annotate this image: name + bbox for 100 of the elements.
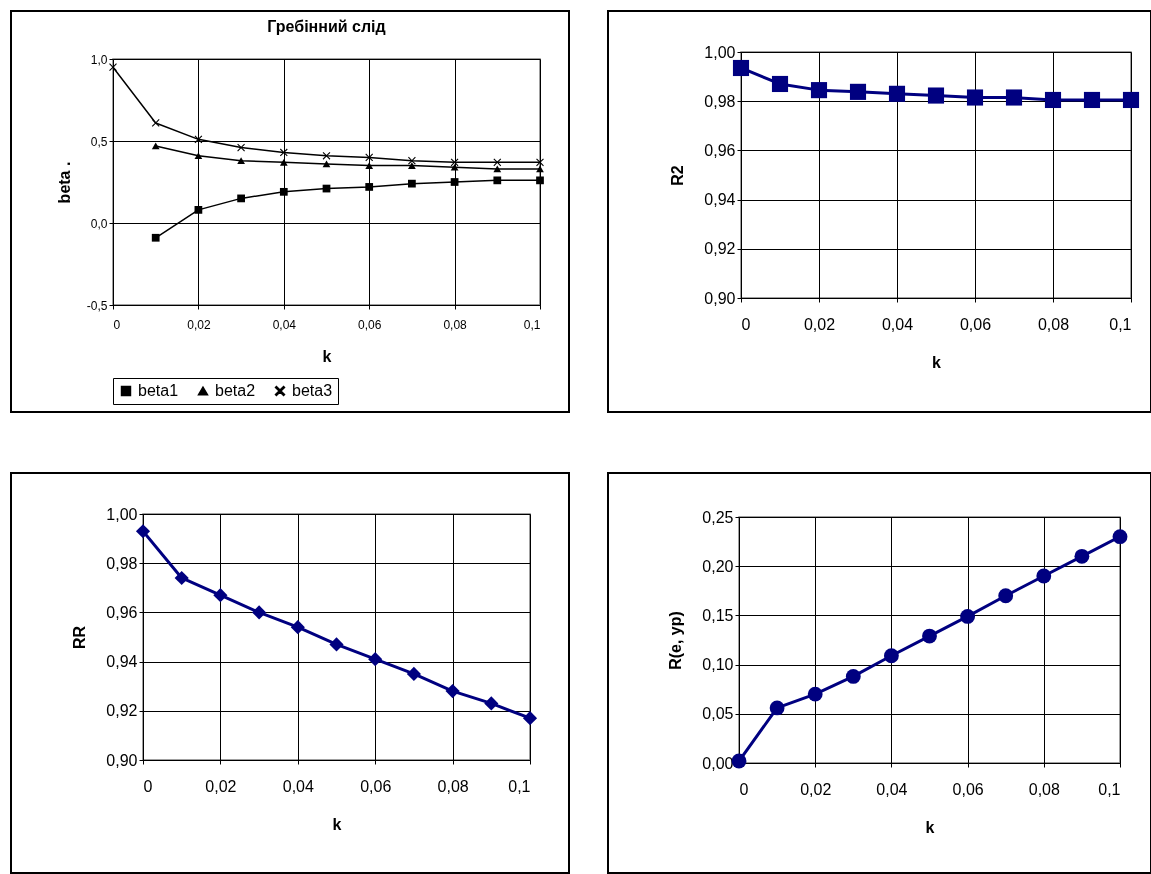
point [237,194,245,203]
point [194,152,203,160]
y-tick-label: 0,05 [702,705,734,723]
point [883,648,899,664]
y-tick-label: 0,92 [106,702,138,720]
point [322,160,331,168]
y-tick-label: 0,96 [704,141,736,159]
x-tick-label: 0,04 [282,777,314,795]
y-axis-title: beta . [55,161,73,204]
y-tick-label: 0,00 [702,754,734,772]
y-tick-label: 0,98 [106,554,138,572]
y-tick-label: 0,94 [704,191,736,209]
y-tick-label: 0,92 [704,240,736,258]
y-tick-label: 0,10 [702,656,734,674]
y-tick-label: 0,90 [704,289,736,307]
point [484,696,499,711]
point [252,605,267,620]
point [365,153,374,162]
point [731,753,747,769]
x-tick-label: 0,1 [1109,315,1132,333]
point [1112,529,1128,545]
point [1044,91,1062,109]
point [536,165,544,173]
point [194,206,203,214]
point [1083,91,1101,109]
x-tick-label: 0,08 [443,317,468,332]
x-tick-label: 0,08 [437,777,469,795]
y-tick-label: -0,5 [86,298,108,313]
y-tick-label: 0,15 [702,606,734,624]
x-tick-label: 0,04 [876,780,908,798]
x-tick-label: 0,02 [205,777,237,795]
y-tick-label: 1,0 [90,52,108,67]
point [732,59,750,77]
legend-label: beta1 [138,382,179,399]
y-axis-title: R(e, yp) [667,611,685,670]
y-tick-label: 0,90 [106,751,138,769]
x-axis-title: k [322,347,332,365]
x-tick-label: 0,04 [881,315,914,333]
point [329,637,344,652]
point [810,82,828,99]
point [807,686,823,702]
x-tick-label: 0 [741,315,751,333]
point [151,233,160,242]
x-tick-label: 0,1 [508,777,531,795]
y-tick-label: 1,00 [106,505,138,523]
point [279,158,288,166]
point [279,187,288,196]
point [888,85,906,102]
point [408,162,416,169]
y-tick-label: 0,5 [90,134,108,149]
point [522,711,538,726]
x-tick-label: 0,1 [523,317,541,332]
y-axis-title: RR [71,625,89,650]
point [365,183,374,191]
point [769,700,785,716]
point [290,620,305,635]
legend-label: beta2 [215,382,256,399]
y-tick-label: 0,94 [106,653,138,671]
chart-title: Гребінний слід [267,18,386,35]
point [922,628,937,644]
y-tick-label: 0,25 [702,508,734,526]
x-tick-label: 0 [113,317,121,332]
point [368,652,383,667]
point [966,89,984,106]
point [536,176,544,185]
x-tick-label: 0,06 [952,780,984,798]
point [174,570,189,586]
point [151,142,160,150]
point [849,83,867,100]
x-tick-label: 0,02 [803,315,836,333]
x-axis-title: k [932,353,942,371]
x-tick-label: 0,02 [800,780,832,798]
point [151,119,160,127]
x-tick-label: 0,08 [1037,315,1070,333]
x-tick-label: 0,06 [358,317,382,332]
point [450,163,459,171]
x-tick-label: 0,04 [272,317,297,332]
x-axis-title: k [925,818,935,836]
x-tick-label: 0 [739,780,749,798]
y-tick-label: 0,0 [90,216,108,231]
point [771,75,789,93]
x-axis-title: k [332,815,342,833]
point [322,151,331,160]
point [1122,91,1140,109]
point [279,148,288,157]
point [927,87,945,104]
point [1036,568,1052,584]
y-tick-label: 0,98 [704,92,736,110]
point [493,176,502,185]
point [194,135,203,144]
point [998,588,1014,604]
point [493,158,502,167]
x-tick-label: 0,06 [360,777,392,795]
y-tick-label: 0,96 [106,603,138,621]
point [493,165,502,173]
point [237,143,245,152]
point [845,669,861,684]
y-axis-title: R2 [669,165,687,186]
y-tick-label: 0,20 [702,557,734,575]
point [408,156,416,165]
